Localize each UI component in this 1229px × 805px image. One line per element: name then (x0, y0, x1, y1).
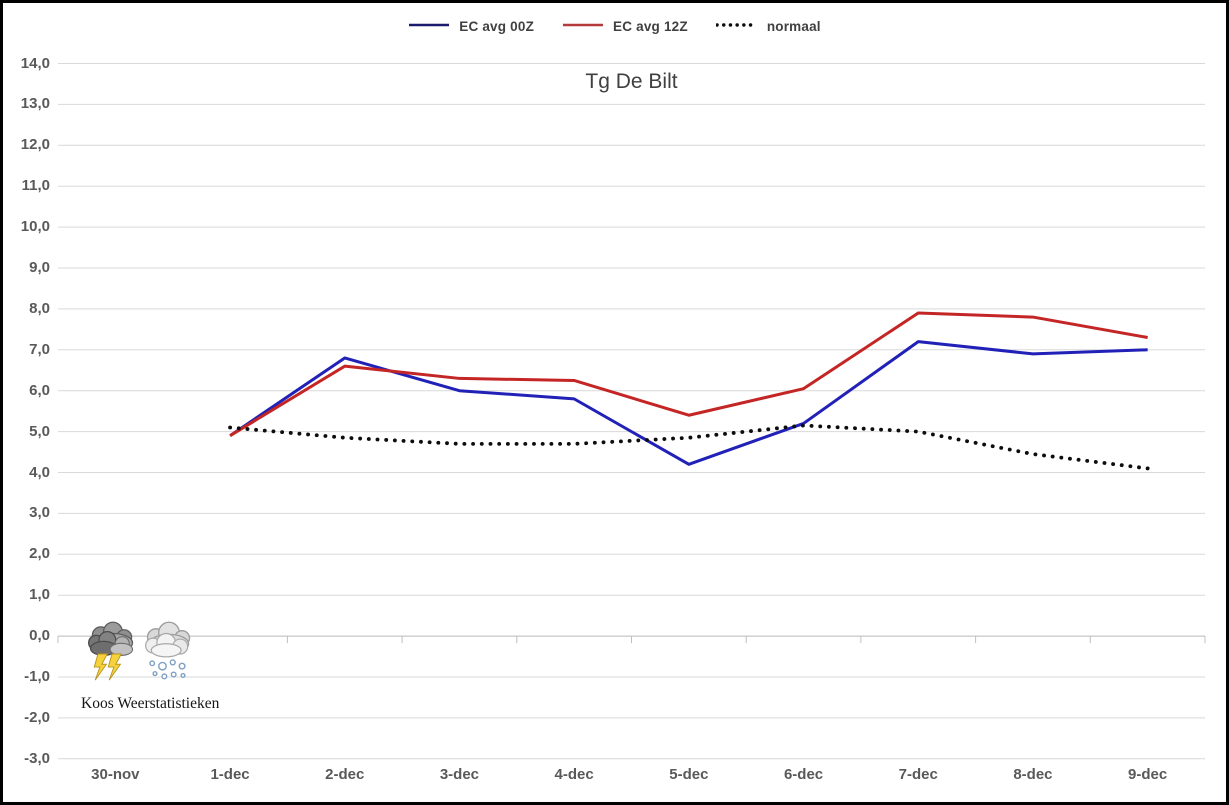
storm-cloud-lightning-icon (88, 621, 134, 681)
chart-title: Tg De Bilt (585, 70, 678, 93)
x-axis-line (57, 635, 1206, 644)
y-axis-tick-label: 6,0 (29, 381, 50, 399)
x-axis-tick-label: 5-dec (669, 766, 709, 783)
legend-item-ec-avg-12z: EC avg 12Z (562, 17, 688, 35)
legend-label: EC avg 12Z (613, 18, 688, 34)
y-axis-tick-label: 3,0 (29, 504, 50, 522)
y-axis-tick-label: 8,0 (29, 299, 50, 317)
y-axis-tick-label: 9,0 (29, 259, 50, 276)
series-line-ec-avg-12z (229, 311, 1148, 437)
y-axis-tick-label: 0,0 (29, 627, 50, 645)
y-axis-tick-label: 2,0 (29, 545, 50, 563)
series-line-ec-avg-00z (229, 340, 1148, 466)
x-axis-tick-label: 2-dec (325, 766, 365, 783)
x-axis-tick-label: 3-dec (439, 766, 480, 783)
x-axis-tick-label: 8-dec (1013, 766, 1053, 783)
y-axis-tick-label: 11,0 (21, 177, 50, 195)
y-axis-tick-label: -3,0 (24, 749, 50, 767)
legend-item-normaal: normaal (715, 17, 821, 35)
red-line-sample-icon (562, 17, 604, 35)
y-axis-tick-label: -1,0 (24, 668, 50, 685)
x-axis-tick-label: 9-dec (1128, 766, 1168, 783)
cloud-snow-icon (145, 621, 191, 680)
chart-legend: EC avg 00Z EC avg 12Z normaal (3, 17, 1226, 35)
y-axis-tick-label: 12,0 (20, 136, 50, 154)
x-axis-tick-label: 6-dec (783, 766, 824, 783)
gridlines-group (58, 63, 1205, 760)
dotted-line-sample-icon (715, 17, 759, 35)
x-axis-tick-label: 30-nov (91, 766, 140, 783)
watermark-label: Koos Weerstatistieken (81, 695, 220, 712)
legend-label: normaal (766, 18, 821, 34)
x-axis-tick-label: 1-dec (210, 766, 250, 783)
y-axis-tick-label: -2,0 (24, 708, 50, 726)
y-axis-tick-label: 5,0 (29, 422, 50, 440)
y-axis-tick-label: 14,0 (20, 54, 50, 72)
x-axis-tick-label: 7-dec (898, 766, 938, 783)
y-axis-tick-label: 13,0 (20, 95, 50, 113)
y-axis-tick-label: 4,0 (29, 463, 50, 481)
blue-line-sample-icon (408, 17, 450, 35)
legend-label: EC avg 00Z (459, 18, 535, 34)
y-axis-tick-label: 10,0 (20, 218, 50, 236)
series-line-normaal (228, 423, 1150, 471)
y-axis-tick-label: 1,0 (29, 586, 50, 604)
x-axis-tick-label: 4-dec (554, 766, 594, 783)
legend-item-ec-avg-00z: EC avg 00Z (408, 17, 534, 35)
y-axis-tick-label: 7,0 (29, 340, 50, 358)
